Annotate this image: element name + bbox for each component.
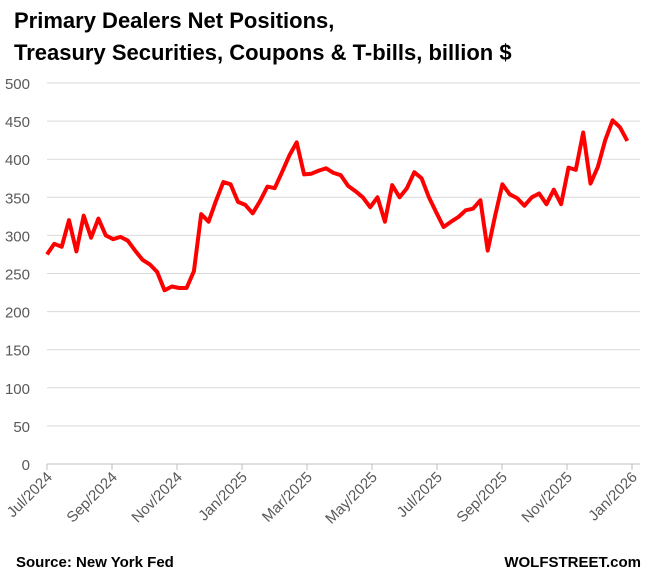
chart-title-line-2: Treasury Securities, Coupons & T-bills, …: [14, 40, 512, 65]
y-tick-label: 400: [5, 152, 30, 169]
x-tick-label: Mar/2025: [259, 469, 316, 526]
x-tick-label: Nov/2024: [128, 469, 185, 526]
x-tick-label: Nov/2025: [518, 469, 575, 526]
x-tick-label: Jan/2025: [195, 469, 251, 525]
x-tick-label: May/2025: [322, 469, 381, 528]
source-label: Source: New York Fed: [16, 554, 174, 571]
y-tick-label: 50: [13, 419, 30, 436]
y-tick-label: 450: [5, 114, 30, 131]
y-tick-label: 150: [5, 343, 30, 360]
x-tick-label: Jul/2024: [4, 469, 56, 521]
x-tick-label: Sep/2024: [63, 469, 120, 526]
y-tick-label: 250: [5, 267, 30, 284]
y-tick-label: 300: [5, 228, 30, 245]
y-tick-label: 350: [5, 190, 30, 207]
x-tick-label: Jul/2025: [394, 469, 446, 521]
y-tick-label: 200: [5, 305, 30, 322]
series-line: [45, 118, 630, 293]
y-tick-label: 0: [22, 457, 30, 474]
chart-title-line-1: Primary Dealers Net Positions,: [14, 8, 335, 33]
y-tick-label: 500: [5, 76, 30, 93]
x-tick-label: Sep/2025: [453, 469, 510, 526]
x-tick-label: Jan/2026: [585, 469, 641, 525]
brand-label: WOLFSTREET.com: [504, 554, 641, 571]
y-tick-label: 100: [5, 381, 30, 398]
